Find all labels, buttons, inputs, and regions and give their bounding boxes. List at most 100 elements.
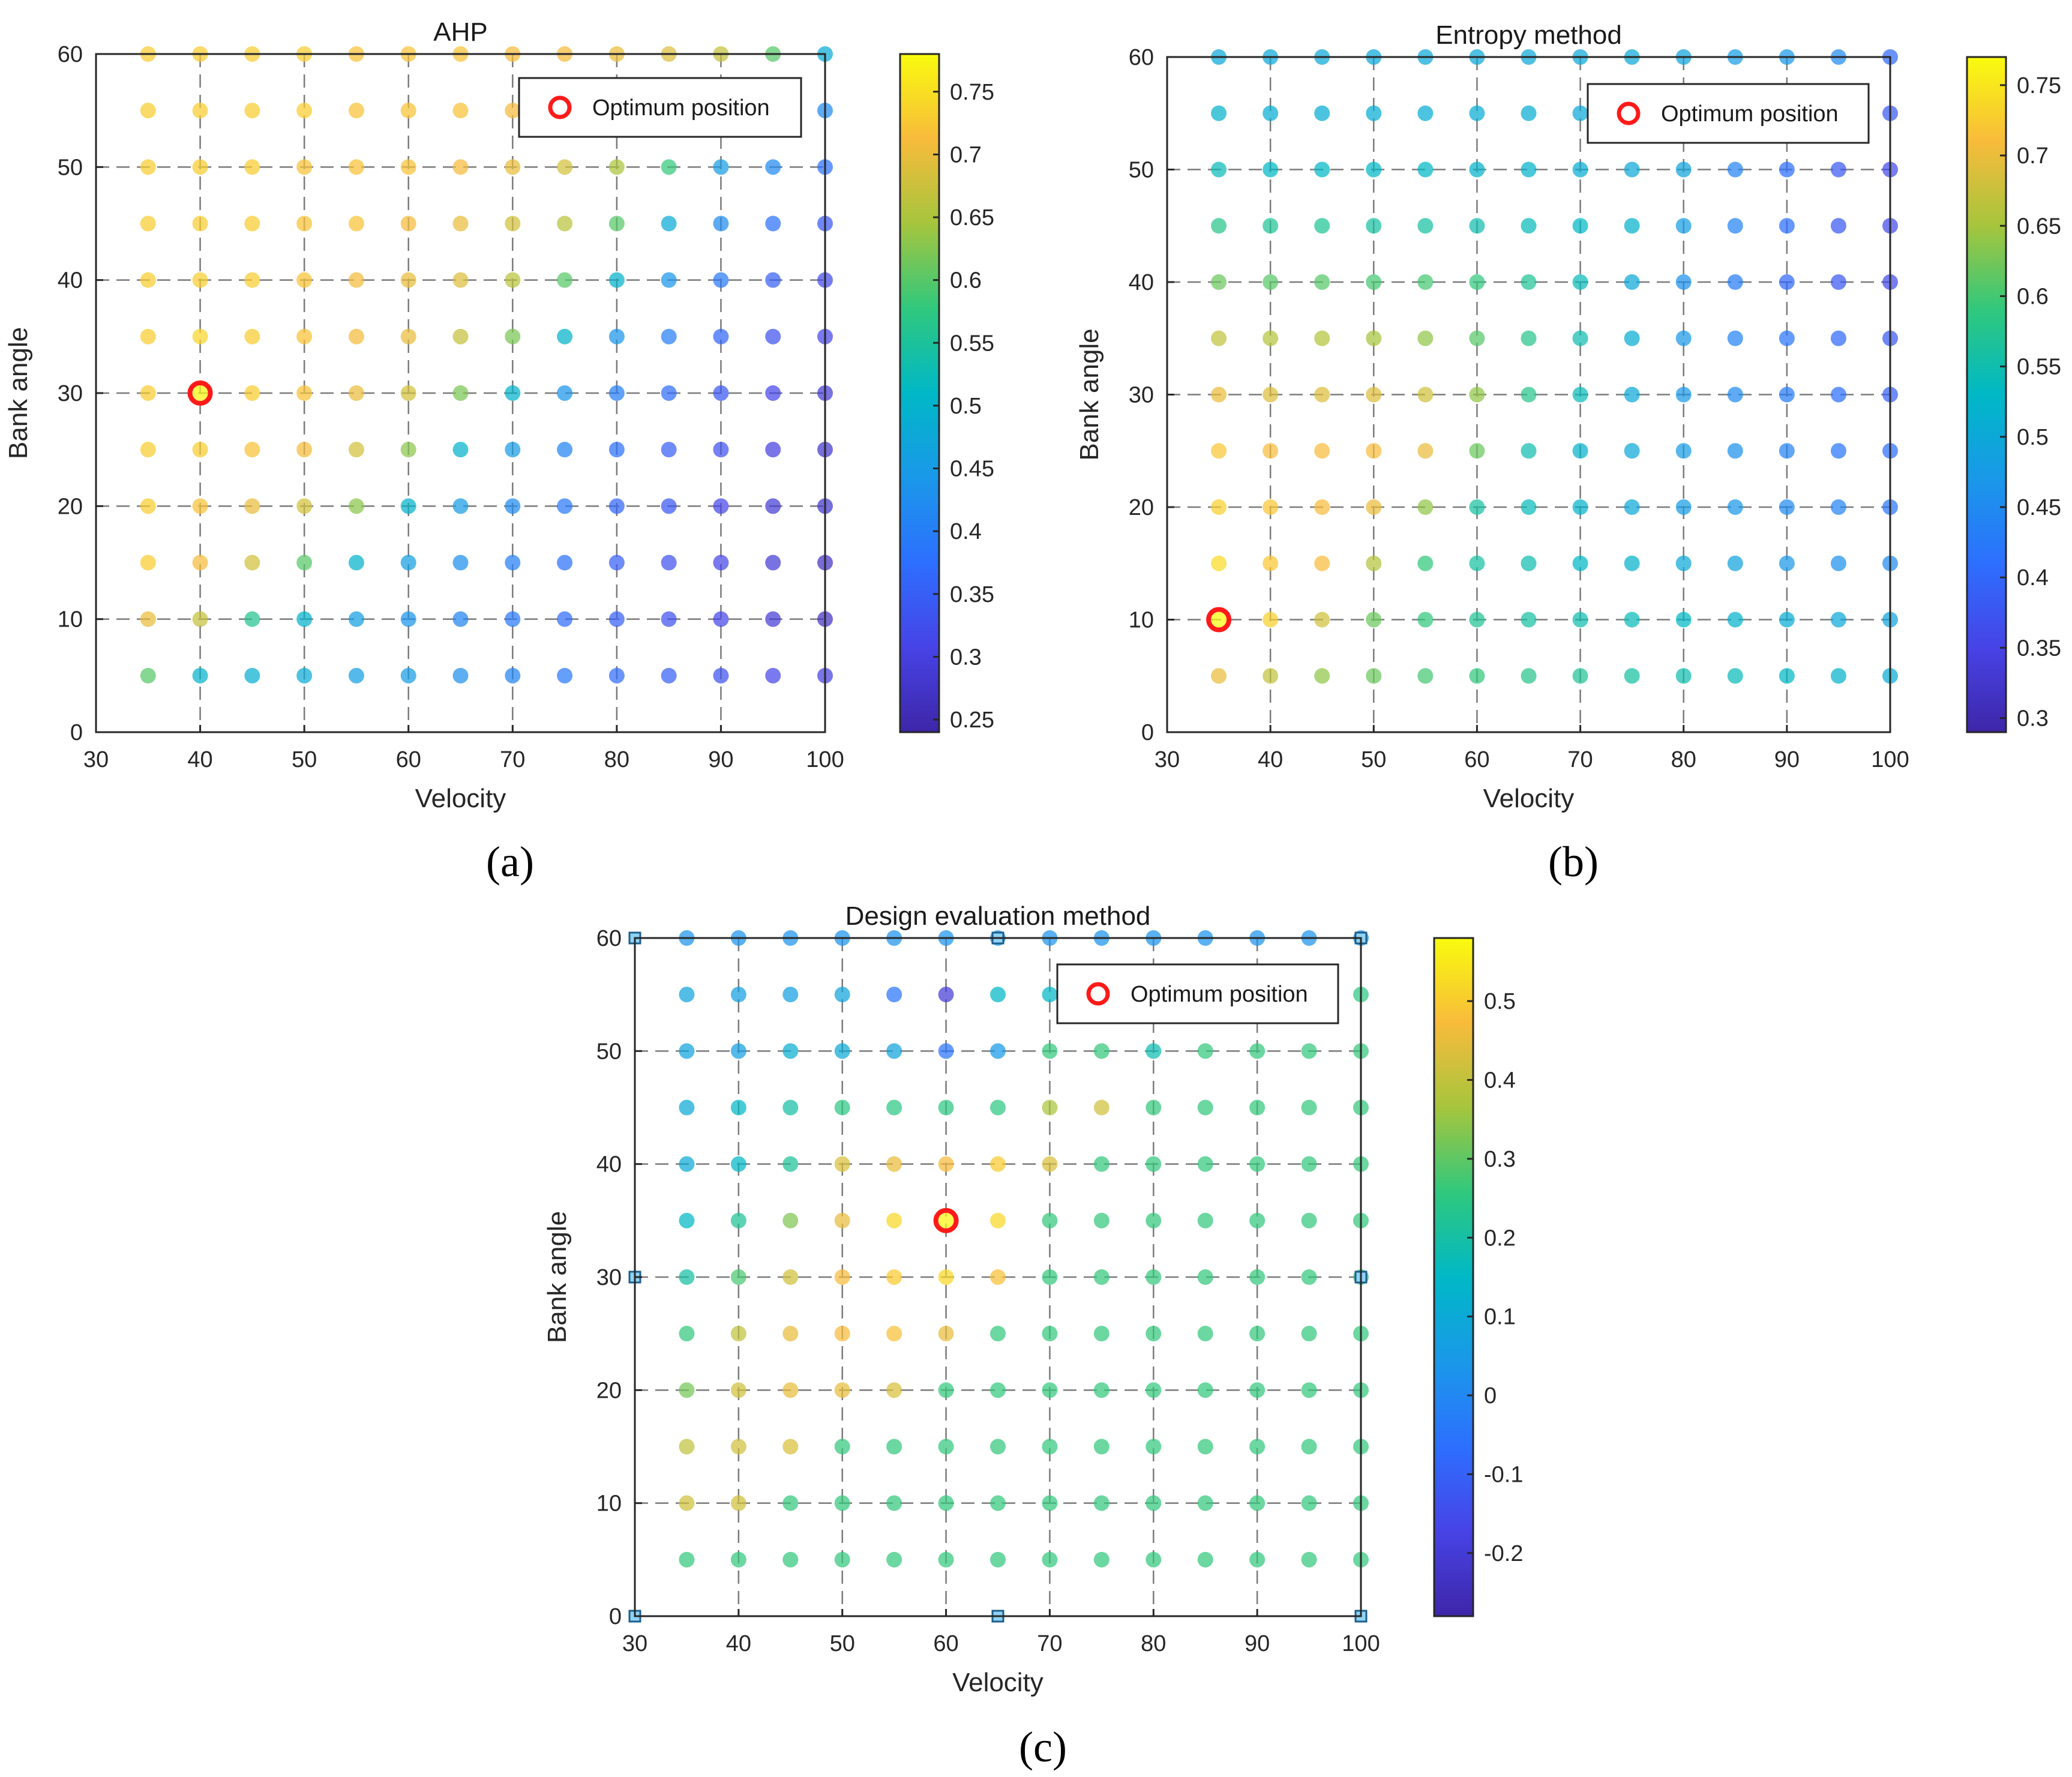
data-point [400,215,416,232]
x-tick-label: 40 [187,747,212,772]
data-point [1146,1043,1162,1059]
colorbar: 0.25 0.3 0.35 0.4 0.45 0.5 0.55 0.6 0.65 0.7 0.75 [899,53,994,733]
data-point [452,328,469,344]
data-point [557,215,573,232]
data-point [192,611,208,627]
data-point [713,667,729,684]
data-point [1521,499,1537,515]
data-point [1146,1212,1162,1228]
data-point [557,159,573,175]
y-tick-label: 40 [1129,270,1154,295]
data-point [1675,555,1692,571]
colorbar-tick-label: 0.7 [950,142,982,167]
data-point [608,442,625,458]
x-tick-label: 50 [1361,747,1386,772]
legend-box [518,77,802,138]
colorbar-tick-label: 0.2 [1484,1225,1516,1251]
data-point [1301,1326,1317,1342]
colorbar-tick-label: 0.7 [2017,143,2049,169]
data-point [938,1551,954,1568]
x-tick-label: 30 [1155,747,1180,772]
data-point [1146,1439,1162,1455]
data-point [679,1382,695,1398]
optimum-marker [187,380,213,406]
data-point [990,1326,1006,1342]
y-tick-label: 30 [58,381,83,406]
data-point [1469,555,1485,571]
data-point [192,103,208,119]
data-point [990,1156,1006,1172]
colorbar-tick-label: 0.65 [2017,214,2061,239]
data-point [1469,443,1485,459]
x-tick-label: 100 [806,747,844,772]
colorbar-tick-label: 0.75 [2017,73,2061,98]
data-point [1469,218,1485,234]
data-point [1249,1212,1266,1228]
data-point [452,611,469,627]
colorbar-tick-label: 0.35 [950,582,994,607]
data-point [1572,274,1588,290]
data-point [505,611,521,627]
data-point [765,272,781,288]
data-point [886,987,902,1003]
data-point [990,1439,1006,1455]
data-point [1366,330,1382,346]
colorbar-gradient [899,53,940,733]
data-point [1197,1326,1213,1342]
data-point [782,1269,799,1285]
data-point [1469,274,1485,290]
data-point [834,1043,850,1059]
data-point [296,442,313,458]
data-point [1779,443,1795,459]
data-point [505,555,521,571]
data-point [1572,218,1588,234]
data-point [679,987,695,1003]
data-point [1211,499,1227,515]
data-point [1146,1495,1162,1511]
data-point [765,215,781,232]
data-point [348,215,364,232]
data-point [782,1382,799,1398]
x-tick-label: 60 [396,747,421,772]
data-point [782,1326,799,1342]
data-point [1779,499,1795,515]
data-point [505,442,521,458]
data-point [1675,499,1692,515]
data-point [1197,1156,1213,1172]
data-point [1521,386,1537,403]
colorbar-tick-label: 0.55 [950,331,994,356]
data-point [661,611,677,627]
data-point [296,555,313,571]
data-point [661,442,677,458]
data-point [661,385,677,401]
data-point [1417,555,1434,571]
data-point [1727,330,1743,346]
data-point [1146,1099,1162,1116]
data-point [1366,443,1382,459]
data-point [557,498,573,514]
data-point [834,987,850,1003]
data-point [244,272,260,288]
data-point [990,987,1006,1003]
data-point [938,1212,954,1228]
data-point [1314,612,1330,628]
data-point [348,498,364,514]
data-point [1521,443,1537,459]
data-point [192,555,208,571]
panel-label: (b) [1548,838,1599,886]
data-point [1521,218,1537,234]
data-point [296,103,313,119]
data-points [140,46,833,684]
data-point [1263,499,1279,515]
data-point [505,385,521,401]
data-point [296,385,313,401]
legend-marker-icon [548,95,572,119]
data-point [608,498,625,514]
data-point [192,215,208,232]
data-point [1093,1043,1110,1059]
data-point [192,328,208,344]
data-point [348,442,364,458]
data-point [713,272,729,288]
data-point [400,385,416,401]
data-point [557,555,573,571]
